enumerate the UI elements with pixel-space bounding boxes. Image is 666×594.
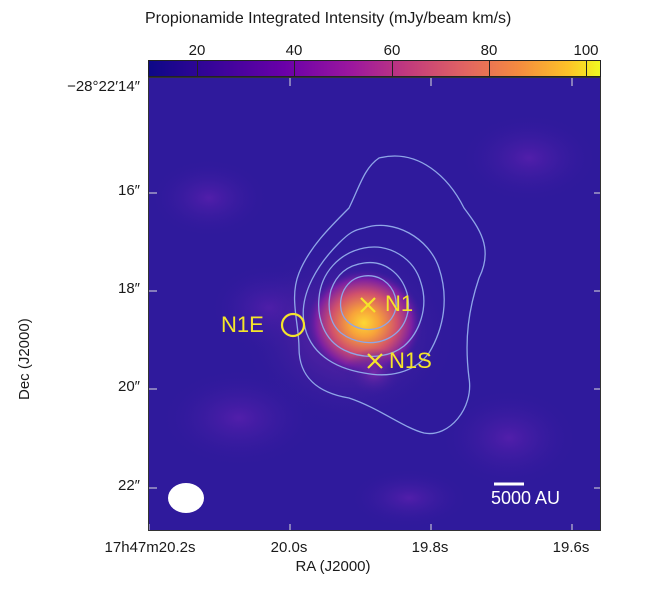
beam-ellipse bbox=[168, 483, 204, 513]
colorbar-tick-100: 100 bbox=[573, 42, 599, 59]
ytick-label: 16″ bbox=[118, 182, 140, 199]
colorbar-mark bbox=[586, 60, 587, 77]
xtick-label: 19.6s bbox=[552, 539, 590, 556]
contour-5 bbox=[339, 275, 397, 331]
ytick-label: 20″ bbox=[118, 378, 140, 395]
colorbar-mark bbox=[294, 60, 295, 77]
colorbar-tick-60: 60 bbox=[383, 42, 401, 59]
x-axis-title: RA (J2000) bbox=[295, 558, 371, 575]
contour-3 bbox=[318, 246, 425, 358]
xtick-label: 17h47m20.2s bbox=[104, 539, 196, 556]
markers bbox=[280, 297, 383, 369]
colorbar-mark bbox=[489, 60, 490, 77]
tick-marks bbox=[149, 78, 600, 530]
n1e-circle bbox=[280, 312, 306, 338]
emission-south bbox=[344, 348, 404, 398]
label-n1: N1 bbox=[385, 291, 414, 316]
scale-label: 5000 AU bbox=[491, 488, 561, 508]
y-axis-title: Dec (J2000) bbox=[16, 318, 33, 400]
map-svg bbox=[149, 78, 600, 530]
emission-blob bbox=[149, 158, 269, 238]
n1s-cross bbox=[367, 353, 383, 369]
ytick-label: −28°22′14″ bbox=[67, 78, 140, 95]
colorbar-mark bbox=[197, 60, 198, 77]
xtick-label: 20.0s bbox=[270, 539, 308, 556]
colorbar-mark bbox=[392, 60, 393, 77]
colorbar-title: Propionamide Integrated Intensity (mJy/b… bbox=[145, 10, 512, 27]
contour-2 bbox=[302, 224, 445, 376]
contours bbox=[293, 155, 486, 435]
emission-blob bbox=[349, 468, 469, 528]
emission-blob bbox=[439, 388, 579, 488]
ytick-label: 22″ bbox=[118, 477, 140, 494]
colorbar-tick-20: 20 bbox=[188, 42, 206, 59]
label-n1e: N1E bbox=[221, 312, 264, 337]
contour-4 bbox=[328, 261, 410, 344]
ytick-label: 18″ bbox=[118, 280, 140, 297]
colorbar-tick-80: 80 bbox=[480, 42, 498, 59]
n1-cross bbox=[360, 297, 376, 313]
xtick-label: 19.8s bbox=[411, 539, 449, 556]
label-n1s: N1S bbox=[389, 348, 432, 373]
colorbar-tick-40: 40 bbox=[285, 42, 303, 59]
colorbar bbox=[148, 60, 601, 77]
contour-outer bbox=[293, 155, 486, 435]
emission-core bbox=[304, 268, 424, 378]
intensity-map: N1 N1S N1E 5000 AU bbox=[148, 77, 601, 531]
emission-blob bbox=[459, 113, 599, 203]
